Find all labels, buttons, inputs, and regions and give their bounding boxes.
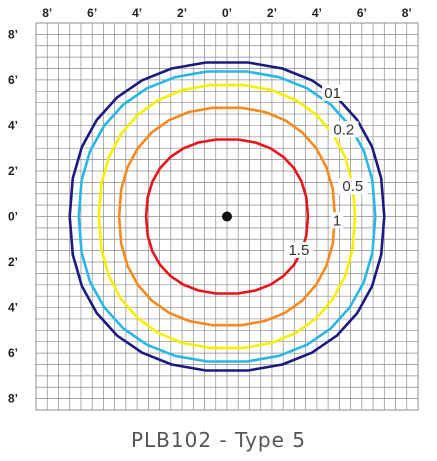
contour-labels: 01 0.2 0.51 1.5 (284, 84, 368, 259)
x-tick-label: 0’ (222, 6, 232, 20)
contour-label-bg (329, 121, 359, 138)
contour-lines (68, 61, 386, 372)
y-tick-label: 0’ (8, 210, 18, 224)
contour-label-4: 1.5 (288, 242, 309, 259)
x-tick-label: 8’ (42, 6, 52, 20)
contour-label-2: 0.5 (342, 178, 363, 195)
contour-line-2 (97, 83, 357, 350)
contour-label-bg (338, 178, 368, 195)
x-tick-label: 4’ (312, 6, 322, 20)
y-tick-label: 2’ (8, 255, 18, 269)
x-tick-label: 2’ (177, 6, 187, 20)
contour-label-1: 0.2 (333, 121, 354, 138)
x-tick-label: 4’ (132, 6, 142, 20)
contour-label-bg (322, 84, 344, 101)
x-tick-label: 6’ (87, 6, 97, 20)
contour-label-bg (284, 241, 314, 258)
y-tick-label: 4’ (8, 118, 18, 132)
x-tick-label: 2’ (267, 6, 277, 20)
contour-line-4 (144, 138, 310, 295)
chart-title: PLB102 - Type 5 (130, 428, 307, 452)
contour-line-1 (77, 70, 377, 363)
x-tick-label: 6’ (357, 6, 367, 20)
y-tick-label: 8’ (8, 27, 18, 41)
x-tick-label: 8’ (402, 6, 412, 20)
y-tick-label: 6’ (8, 73, 18, 87)
y-tick-label: 6’ (8, 346, 18, 360)
axis-tick-labels: 8’ 6’ 4’ 2’ 0’ 2’ 4’ 6’ 8’ 8’ 6’ 4’ 2’ 0’ 2’ 4’ 6’ 8’ (8, 6, 412, 406)
contour-label-bg (330, 212, 344, 229)
plot-frame (35, 22, 419, 411)
y-tick-label: 8’ (8, 392, 18, 406)
center-point (222, 211, 232, 222)
y-tick-label: 2’ (8, 164, 18, 178)
y-tick-label: 4’ (8, 301, 18, 315)
contour-label-0: 01 (324, 85, 341, 102)
contour-label-3: 1 (333, 212, 341, 229)
contour-line-3 (117, 106, 337, 327)
contour-line-0 (68, 61, 386, 372)
